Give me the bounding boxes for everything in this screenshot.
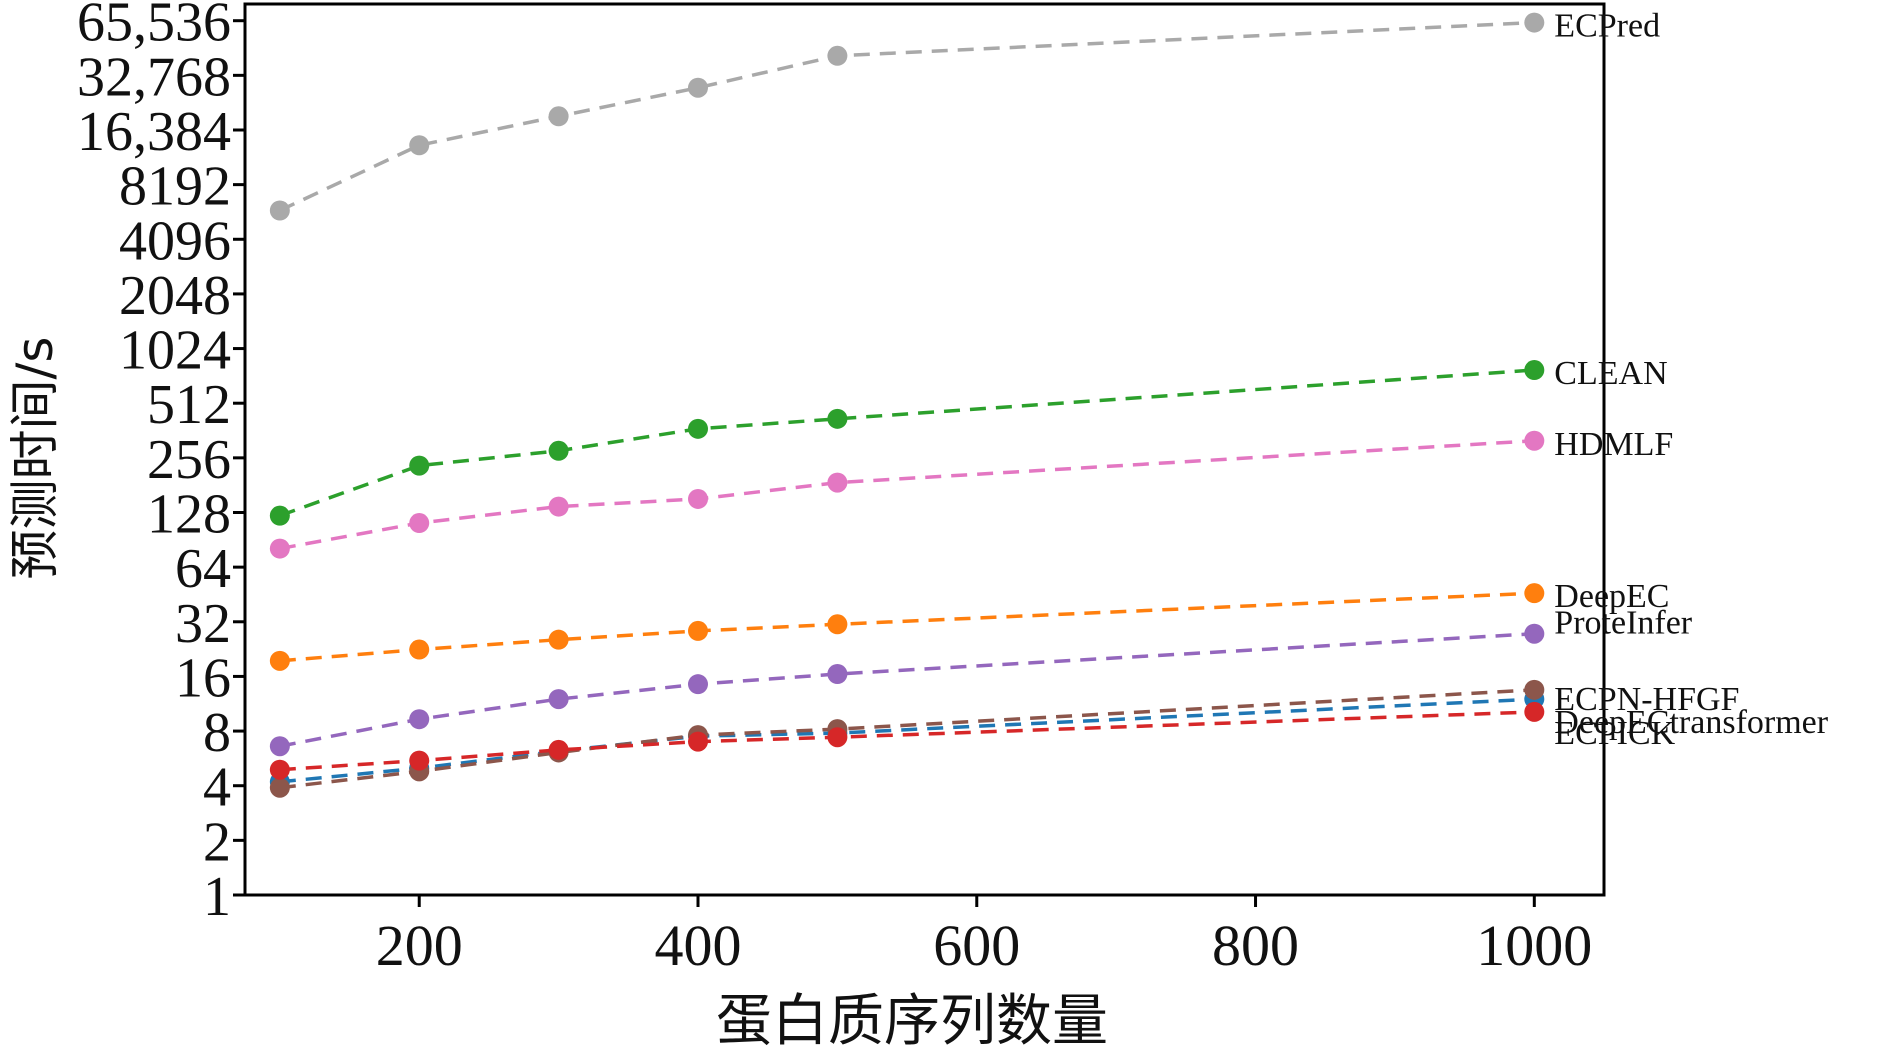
y-axis-title: 预测时间/s <box>6 337 64 580</box>
series-label: DeepECtransformer <box>1554 704 1828 741</box>
data-point <box>1524 430 1545 451</box>
data-point <box>409 709 430 730</box>
series-line <box>279 20 1535 213</box>
data-point <box>548 689 569 710</box>
series-layer <box>269 12 1545 798</box>
series-line <box>279 631 1535 748</box>
data-point <box>269 538 290 559</box>
series-proteinfer <box>269 623 1545 757</box>
series-line <box>279 368 1535 518</box>
data-point <box>827 45 848 66</box>
x-tick-label: 600 <box>933 913 1020 978</box>
x-tick-label: 400 <box>655 913 742 978</box>
data-point <box>1524 360 1545 381</box>
data-point <box>548 629 569 650</box>
y-tick-label: 4 <box>203 757 231 819</box>
data-point <box>409 639 430 660</box>
data-point <box>827 408 848 429</box>
data-point <box>548 739 569 760</box>
data-point <box>688 731 708 752</box>
plot-area <box>243 2 1606 897</box>
y-axis: 1248163264128256512102420484096819216,38… <box>77 0 245 928</box>
series-deepectransformer <box>269 689 1545 792</box>
plot-frame <box>243 2 1606 897</box>
data-point <box>409 750 430 771</box>
y-tick-label: 32,768 <box>77 46 231 108</box>
data-point <box>1524 623 1545 644</box>
series-deepec <box>269 583 1545 671</box>
y-tick-label: 256 <box>147 429 231 491</box>
y-tick-label: 512 <box>147 374 231 436</box>
series-line <box>279 688 1535 790</box>
series-clean <box>269 360 1545 526</box>
series-line <box>279 710 1535 772</box>
y-tick-label: 16,384 <box>77 101 231 163</box>
y-tick-label: 64 <box>175 538 231 600</box>
data-point <box>548 496 569 517</box>
y-tick-label: 2 <box>203 811 231 873</box>
data-point <box>827 663 848 684</box>
series-line <box>279 591 1535 663</box>
series-label: ECPICK <box>1554 715 1675 752</box>
y-tick-label: 32 <box>175 593 231 655</box>
data-point <box>688 620 708 641</box>
y-tick-label: 65,536 <box>77 0 231 54</box>
data-point <box>409 135 430 156</box>
data-point <box>548 106 569 127</box>
data-point <box>269 650 290 671</box>
data-point <box>688 418 708 439</box>
data-point <box>1524 679 1545 700</box>
series-label: HDMLF <box>1554 426 1673 463</box>
data-point <box>269 759 290 780</box>
data-point <box>409 513 430 534</box>
y-tick-label: 1024 <box>119 320 231 382</box>
data-point <box>269 200 290 221</box>
y-tick-label: 2048 <box>119 265 231 327</box>
data-point <box>548 440 569 461</box>
series-label: CLEAN <box>1554 355 1667 392</box>
series-line <box>279 439 1535 551</box>
series-ecpn-hfgf <box>269 679 1545 798</box>
y-tick-label: 128 <box>147 483 231 545</box>
data-point <box>1524 701 1545 722</box>
data-point <box>688 77 708 98</box>
y-tick-label: 16 <box>175 647 231 709</box>
series-label: ECPN-HFGF <box>1554 681 1739 718</box>
series-ecpick <box>269 701 1545 780</box>
series-label: DeepEC <box>1554 578 1669 615</box>
data-point <box>827 614 848 635</box>
data-point <box>269 777 290 798</box>
data-point <box>1524 12 1545 33</box>
data-point <box>688 674 708 695</box>
data-point <box>688 488 708 509</box>
x-axis-title: 蛋白质序列数量 <box>716 989 1108 1050</box>
x-axis: 200 400 600 800 1000 <box>376 895 1592 978</box>
y-tick-label: 4096 <box>119 210 231 272</box>
data-point <box>1524 583 1545 604</box>
x-tick-label: 800 <box>1212 913 1299 978</box>
series-label: ProteInfer <box>1554 605 1693 642</box>
data-point <box>827 727 848 748</box>
y-tick-label: 8 <box>203 702 231 764</box>
series-ecpred <box>269 12 1545 221</box>
series-hdmlf <box>269 430 1545 559</box>
y-tick-label: 8192 <box>119 156 231 218</box>
x-tick-label: 200 <box>376 913 463 978</box>
data-point <box>269 736 290 757</box>
series-label: ECPred <box>1554 8 1660 45</box>
data-point <box>409 455 430 476</box>
data-point <box>269 505 290 526</box>
data-point <box>827 472 848 493</box>
y-tick-label: 1 <box>203 866 231 928</box>
x-tick-label: 1000 <box>1476 913 1592 978</box>
